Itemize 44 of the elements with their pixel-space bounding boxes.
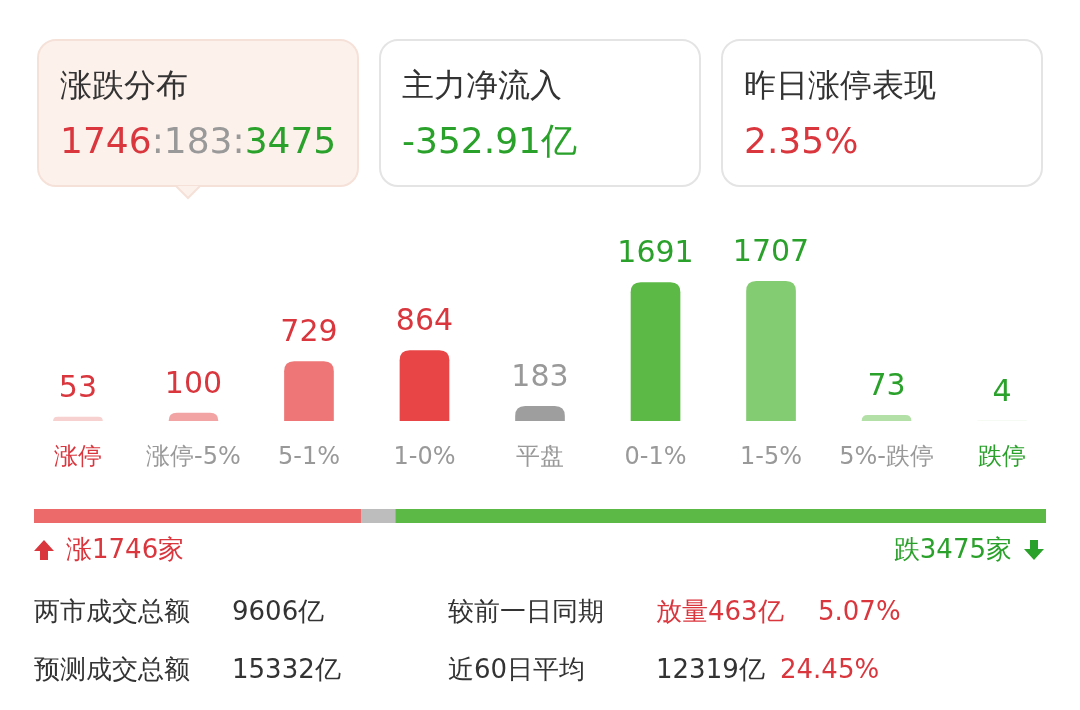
- bar: [284, 361, 334, 421]
- bar: [53, 416, 103, 421]
- text: 1746:183:3475: [60, 120, 337, 161]
- text: 15332亿: [232, 654, 341, 684]
- text: 24.45%: [780, 654, 880, 684]
- x-tick-label: 5%-跌停: [839, 442, 934, 470]
- text: 近60日平均: [448, 654, 586, 684]
- text: 预测成交总额: [34, 654, 190, 684]
- x-tick-label: 跌停: [978, 442, 1027, 470]
- bar: [861, 415, 912, 421]
- bar: [630, 282, 681, 421]
- data-label: 1691: [617, 234, 694, 270]
- x-tick-label: 1-0%: [393, 442, 456, 470]
- text: 昨日涨停表现: [744, 66, 936, 104]
- text: 较前一日同期: [448, 596, 604, 626]
- text: 5.07%: [818, 596, 901, 626]
- data-label: 729: [280, 313, 338, 349]
- x-tick-label: 0-1%: [624, 442, 687, 470]
- data-label: 4: [992, 372, 1012, 408]
- bar: [399, 350, 450, 421]
- text: 主力净流入: [402, 66, 562, 104]
- text: 涨跌分布: [60, 66, 188, 104]
- data-label: 864: [395, 302, 454, 338]
- data-label: 100: [164, 364, 223, 400]
- text: 9606亿: [232, 596, 325, 626]
- text: 两市成交总额: [34, 596, 190, 626]
- text: 放量463亿: [656, 596, 784, 626]
- text: 跌3475家: [893, 534, 1012, 564]
- text: 12319亿: [656, 654, 765, 684]
- text: -352.91亿: [402, 120, 577, 161]
- data-label: 1707: [732, 233, 810, 268]
- bar: [168, 412, 219, 421]
- x-tick-label: 平盘: [516, 442, 564, 470]
- x-tick-label: 5-1%: [277, 442, 340, 470]
- x-tick-label: 涨停-5%: [146, 442, 241, 470]
- data-label: 73: [867, 367, 906, 403]
- data-label: 53: [58, 368, 98, 404]
- x-tick-label: 1-5%: [740, 442, 803, 470]
- data-label: 183: [511, 357, 569, 393]
- text: 涨1746家: [66, 534, 185, 564]
- bar: [515, 405, 565, 421]
- x-tick-label: 涨停: [53, 442, 102, 470]
- text: 2.35%: [744, 120, 859, 161]
- bar: [746, 281, 796, 421]
